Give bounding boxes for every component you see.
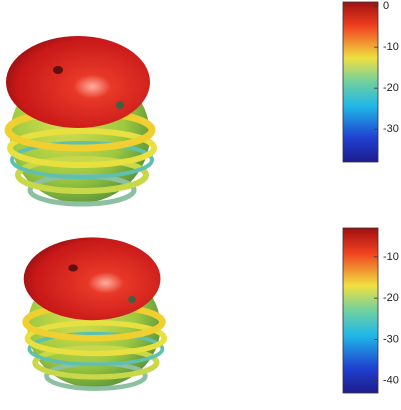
colorbar-tick-label: 0 (383, 0, 389, 12)
figure: 0 -10 -20 -30 -10 -20 -30 -40 (0, 0, 401, 410)
colorbar-tick-label: -20 (383, 292, 399, 304)
colorbar-tick-label: -10 (383, 251, 399, 263)
colorbar (343, 228, 378, 393)
colorbar-tick-label: -30 (383, 123, 399, 135)
colorbar-tick-label: -10 (383, 41, 399, 53)
colorbar (343, 2, 378, 162)
colorbar-tick-label: -20 (383, 82, 399, 94)
pattern-3d (24, 237, 165, 388)
colorbar-tick-label: -40 (383, 375, 399, 387)
colorbar-tick-label: -30 (383, 333, 399, 345)
pattern-3d (6, 36, 154, 204)
